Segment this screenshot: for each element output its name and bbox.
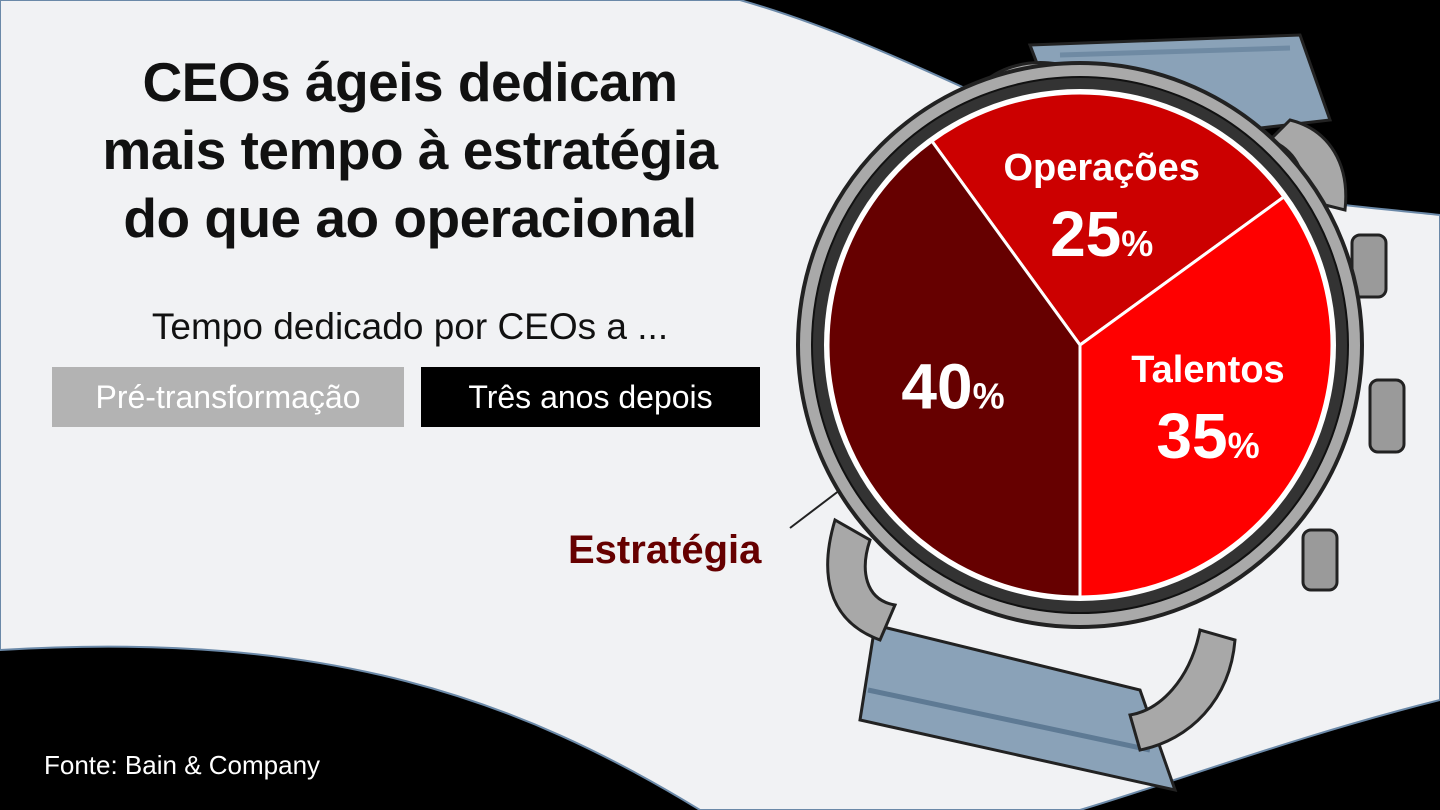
title-line: mais tempo à estratégia [102, 119, 718, 181]
pie-slice-talentos [1078, 194, 1334, 599]
title-line: do que ao operacional [123, 187, 697, 249]
title-line: CEOs ágeis dedicam [142, 51, 678, 113]
pie-slice-estrategia [826, 139, 1082, 599]
page-title: CEOs ágeis dedicam mais tempo à estratég… [10, 48, 810, 252]
tab-tres-anos-depois[interactable]: Três anos depois [421, 367, 760, 427]
pie-slice-value-label: 35% [1156, 400, 1259, 472]
pie-slice-category-label: Talentos [1131, 349, 1284, 391]
pie-slice-value-label: 40% [901, 350, 1004, 422]
source-note: Fonte: Bain & Company [44, 750, 321, 780]
watch-crowns [1301, 233, 1406, 592]
pie-slice-operacoes [929, 91, 1286, 348]
subtitle: Tempo dedicado por CEOs a ... [151, 306, 669, 347]
tab-pre-transformacao[interactable]: Pré-transformação [52, 367, 404, 427]
watch-strap-bottom [858, 623, 1178, 793]
estrategia-callout-label: Estratégia [568, 528, 762, 572]
estrategia-leader-line [789, 489, 841, 529]
pie: Operações 25% Talentos 35% 40% [826, 91, 1334, 599]
pie-slice-value-label: 25% [1050, 198, 1153, 270]
pie-slice-category-label: Operações [1003, 147, 1199, 189]
